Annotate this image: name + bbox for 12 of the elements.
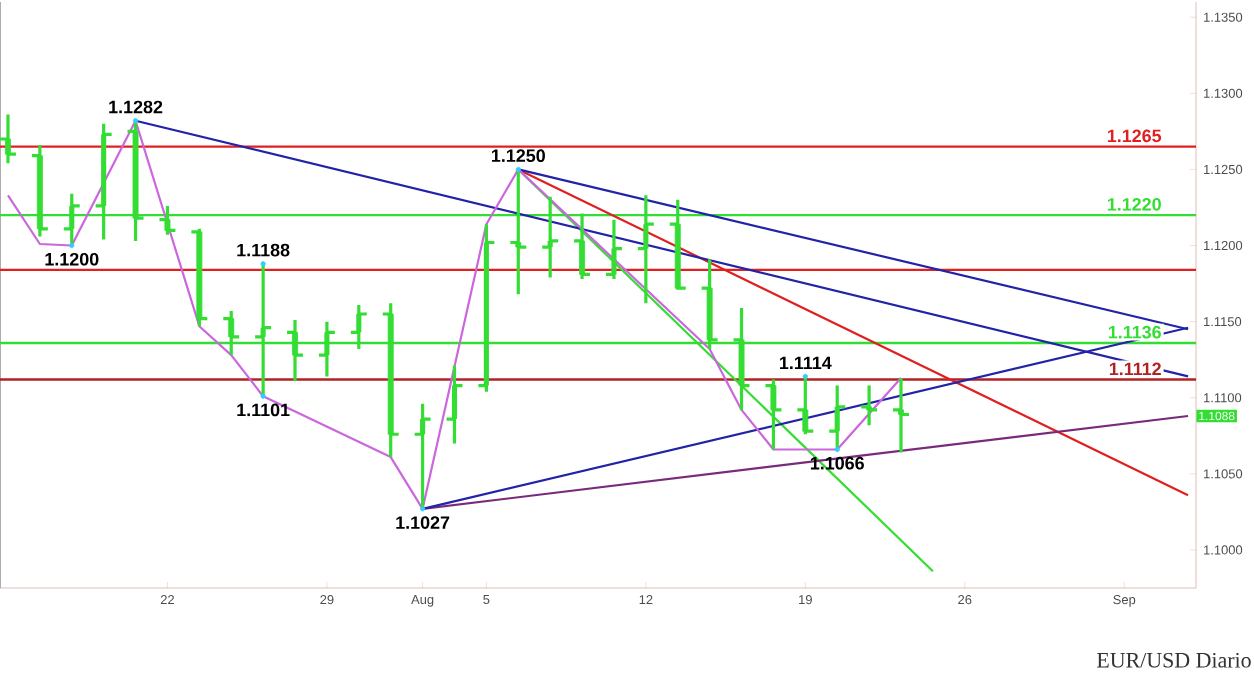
data-label: 1.1101: [237, 403, 290, 417]
data-label: 1.1027: [396, 516, 450, 529]
data-label: 1.1250: [491, 149, 545, 163]
ref-line-label: 1.1136: [1108, 325, 1161, 339]
text: EUR/USD Diario: [1097, 652, 1251, 668]
data-label: 1.1114: [780, 356, 832, 370]
ref-line-label: 1.1112: [1109, 362, 1161, 376]
data-label: 1.1188: [237, 243, 290, 257]
data-label: 1.1200: [45, 252, 99, 266]
data-label: 1.1282: [109, 100, 163, 114]
ref-line-label: 1.1220: [1107, 197, 1161, 211]
ref-line-label: 1.1265: [1107, 129, 1162, 143]
